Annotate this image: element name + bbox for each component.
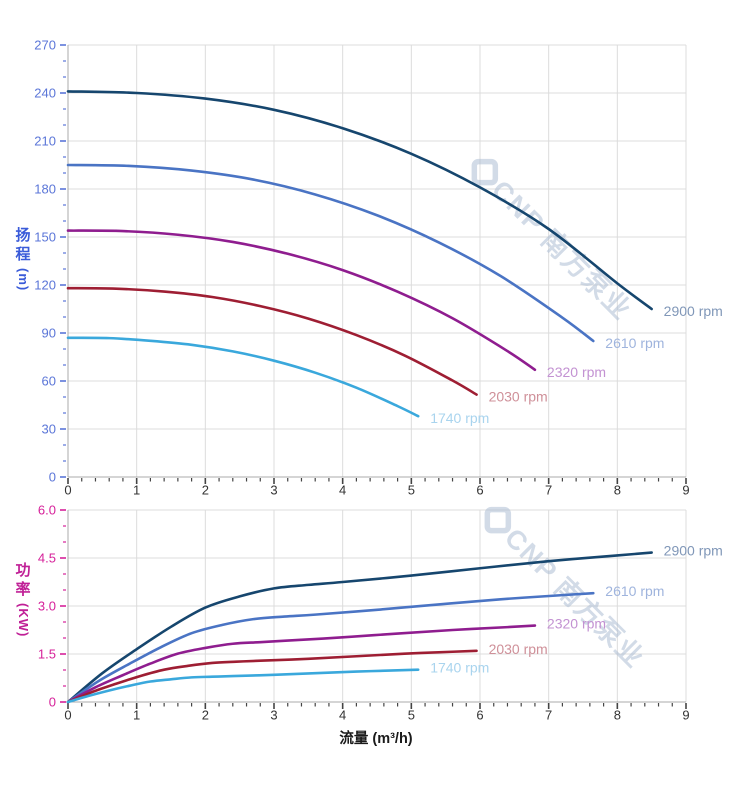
y-tick-label: 120 — [34, 278, 56, 293]
x-tick-label: 8 — [614, 708, 621, 723]
power-chart-curve-2610 — [66, 591, 595, 704]
y-tick-label: 6.0 — [38, 503, 56, 518]
head-chart-curve-1740 — [66, 336, 420, 418]
x-tick-label: 6 — [476, 483, 483, 498]
x-tick-label: 7 — [545, 483, 552, 498]
y-tick-label: 270 — [34, 38, 56, 53]
y-tick-label: 60 — [42, 374, 56, 389]
x-tick-label: 3 — [270, 483, 277, 498]
y-tick-label: 1.5 — [38, 647, 56, 662]
power-chart-series-label-2610: 2610 rpm — [605, 583, 664, 599]
x-tick-label: 1 — [133, 483, 140, 498]
head-chart-curve-2030 — [66, 286, 478, 396]
x-tick-label: 1 — [133, 708, 140, 723]
power-y-axis-title: 功 率 (KW) — [8, 562, 38, 637]
head-chart-curve-2610 — [66, 163, 595, 343]
x-tick-label: 4 — [339, 483, 346, 498]
power-chart-curve-2320 — [66, 624, 537, 704]
x-tick-label: 7 — [545, 708, 552, 723]
x-axis-title: 流量 (m³/h) — [339, 731, 413, 747]
x-tick-label: 2 — [202, 708, 209, 723]
head-chart-curve-2320 — [66, 229, 537, 372]
head-chart-series-label-2320: 2320 rpm — [547, 364, 606, 380]
x-tick-label: 2 — [202, 483, 209, 498]
power-chart-curve-1740 — [66, 668, 420, 704]
head-chart-curve-2900 — [66, 90, 653, 311]
head-chart-series-label-2900: 2900 rpm — [664, 303, 723, 319]
x-tick-label: 5 — [408, 483, 415, 498]
watermark-text: CNP 南方泵业 — [486, 174, 638, 326]
cnp-logo-icon — [471, 158, 499, 186]
y-tick-label: 90 — [42, 326, 56, 341]
y-tick-label: 150 — [34, 230, 56, 245]
head-y-axis-title-char: 程 — [15, 245, 31, 263]
power-chart-series-label-2030: 2030 rpm — [489, 641, 548, 657]
x-tick-label: 5 — [408, 708, 415, 723]
x-tick-label: 6 — [476, 708, 483, 723]
power-chart-series-label-2900: 2900 rpm — [664, 543, 723, 559]
power-y-axis-unit: (KW) — [16, 602, 32, 637]
x-tick-label: 8 — [614, 483, 621, 498]
y-tick-label: 4.5 — [38, 551, 56, 566]
x-tick-label: 0 — [64, 708, 71, 723]
head-chart-series-label-2030: 2030 rpm — [489, 389, 548, 405]
power-chart-series-label-2320: 2320 rpm — [547, 616, 606, 632]
y-tick-label: 3.0 — [38, 599, 56, 614]
power-chart-axes: 0 1.5 3.0 4.5 6.0 0 1 2 3 4 5 6 7 8 9 — [38, 503, 690, 723]
cnp-watermark: CNP 南方泵业 — [471, 158, 638, 326]
y-tick-label: 0 — [49, 470, 56, 485]
head-chart-series-label-1740: 1740 rpm — [430, 410, 489, 426]
power-chart-curve-2900 — [66, 551, 653, 704]
y-tick-label: 0 — [49, 695, 56, 710]
head-chart-axes: 0 30 60 90 120 150 180 210 240 270 0 1 2 3 4 5 6 7 8 9 — [34, 38, 689, 498]
x-tick-label: 0 — [64, 483, 71, 498]
head-y-axis-unit: (m) — [16, 267, 32, 291]
x-tick-label: 9 — [682, 483, 689, 498]
y-tick-label: 30 — [42, 422, 56, 437]
power-chart-curve-2030 — [66, 649, 478, 704]
head-y-axis-title: 扬 程 (m) — [8, 227, 38, 291]
y-tick-label: 180 — [34, 182, 56, 197]
x-tick-label: 3 — [270, 708, 277, 723]
head-y-axis-title-char: 扬 — [15, 227, 31, 244]
head-chart-series-label-2610: 2610 rpm — [605, 335, 664, 351]
x-tick-label: 4 — [339, 708, 346, 723]
power-y-axis-title-char: 功 — [15, 562, 31, 579]
cnp-logo-icon — [484, 506, 512, 534]
y-tick-label: 240 — [34, 86, 56, 101]
y-tick-label: 210 — [34, 134, 56, 149]
x-tick-label: 9 — [682, 708, 689, 723]
power-chart-series-label-1740: 1740 rpm — [430, 660, 489, 676]
power-y-axis-title-char: 率 — [15, 580, 31, 598]
